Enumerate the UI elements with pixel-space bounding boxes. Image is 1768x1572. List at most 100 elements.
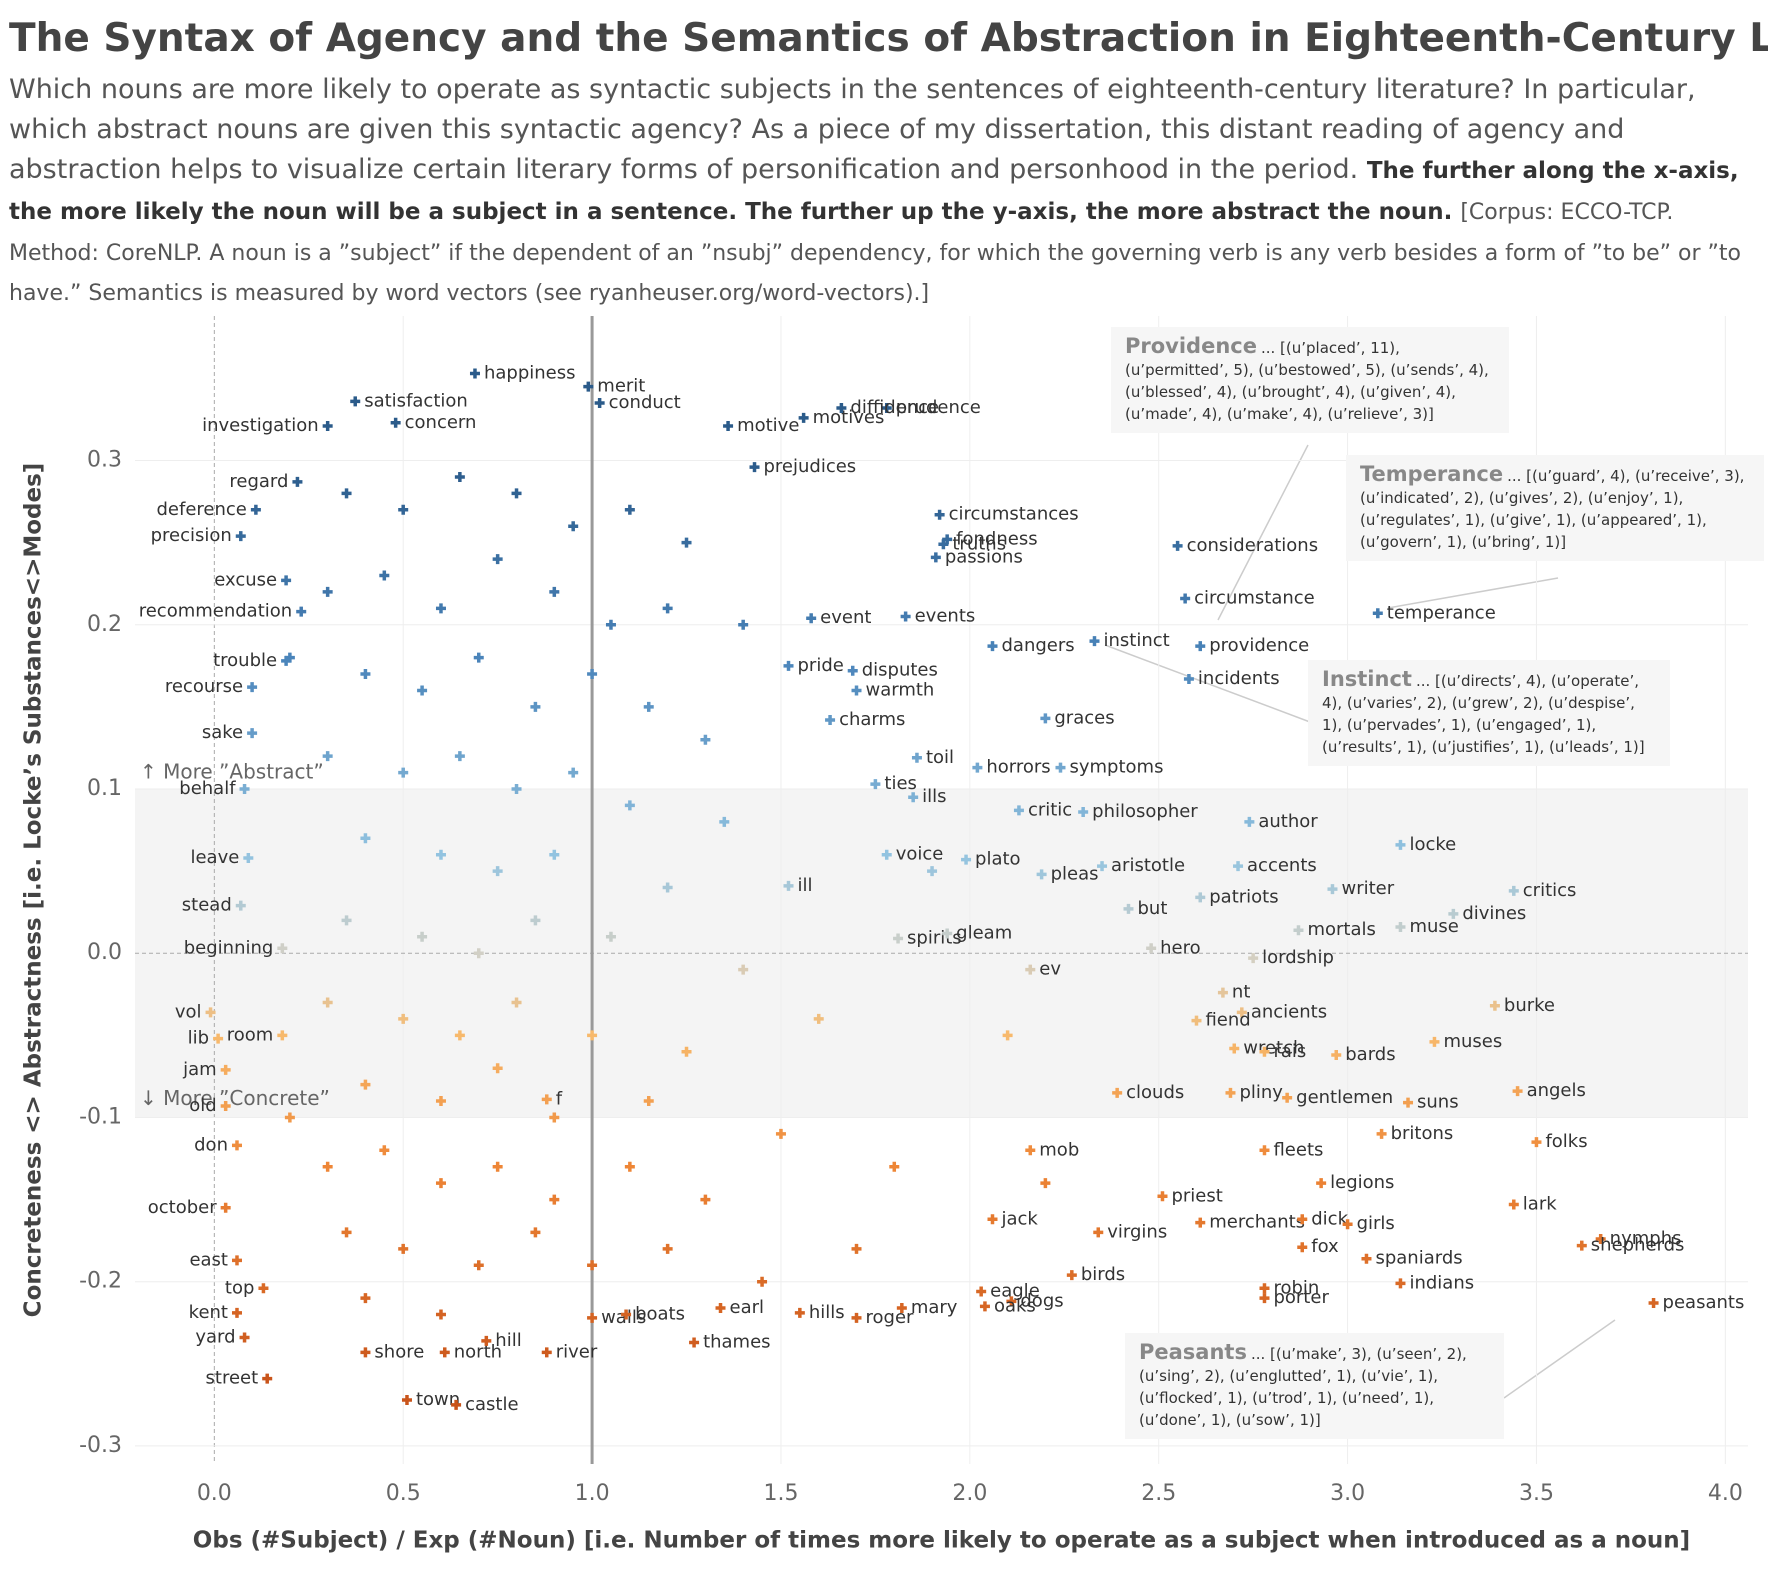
point-label: mortals bbox=[1307, 919, 1375, 940]
connector bbox=[1387, 577, 1559, 609]
point bbox=[1372, 608, 1383, 619]
point bbox=[213, 1033, 224, 1044]
point-label: providence bbox=[1209, 635, 1309, 656]
point-label: girls bbox=[1357, 1213, 1395, 1234]
point bbox=[1097, 861, 1108, 872]
point bbox=[1172, 540, 1183, 551]
point bbox=[398, 767, 409, 778]
point-label: peasants bbox=[1663, 1292, 1745, 1313]
point bbox=[231, 1140, 242, 1151]
point bbox=[473, 1260, 484, 1271]
point-label: walls bbox=[601, 1307, 646, 1328]
point bbox=[587, 1260, 598, 1271]
point-label: satisfaction bbox=[364, 390, 468, 411]
point-label: circumstances bbox=[949, 504, 1079, 525]
point-label: critics bbox=[1523, 880, 1577, 901]
point bbox=[889, 1161, 900, 1172]
point bbox=[1191, 1015, 1202, 1026]
point bbox=[1282, 1092, 1293, 1103]
point bbox=[1013, 805, 1024, 816]
point bbox=[511, 783, 522, 794]
connector bbox=[1503, 1319, 1616, 1399]
point bbox=[1244, 816, 1255, 827]
point bbox=[911, 752, 922, 763]
point-label: regard bbox=[229, 471, 288, 492]
y-tick-label: 0.3 bbox=[87, 448, 122, 473]
point bbox=[481, 1335, 492, 1346]
point-label: yard bbox=[195, 1327, 235, 1348]
annotation: Providence... [(u’placed’, 11), (u’permi… bbox=[1111, 327, 1509, 433]
point-label: recourse bbox=[165, 676, 243, 697]
point-label: north bbox=[454, 1341, 502, 1362]
point-label: accents bbox=[1247, 855, 1317, 876]
point bbox=[1229, 1043, 1240, 1054]
point bbox=[1376, 1128, 1387, 1139]
point bbox=[1217, 987, 1228, 998]
y-tick-label: 0.1 bbox=[87, 776, 122, 801]
point-label: ills bbox=[922, 786, 946, 807]
point bbox=[322, 751, 333, 762]
point-label: graces bbox=[1054, 707, 1114, 728]
description: Which nouns are more likely to operate a… bbox=[9, 70, 1759, 312]
point bbox=[530, 915, 541, 926]
point bbox=[322, 421, 333, 432]
point-label: diffidence bbox=[850, 397, 939, 418]
point bbox=[1316, 1178, 1327, 1189]
point bbox=[927, 866, 938, 877]
point bbox=[568, 521, 579, 532]
point bbox=[662, 882, 673, 893]
point-label: fleets bbox=[1273, 1139, 1323, 1160]
point bbox=[247, 728, 258, 739]
point bbox=[836, 402, 847, 413]
annotation-text: ... [(u’placed’, 11), (u’permitted’, 5),… bbox=[1125, 339, 1489, 423]
point bbox=[322, 1161, 333, 1172]
point-label: vol bbox=[175, 1001, 202, 1022]
point bbox=[1089, 636, 1100, 647]
point bbox=[530, 701, 541, 712]
point-label: october bbox=[148, 1197, 217, 1218]
point-label: shore bbox=[374, 1341, 424, 1362]
point bbox=[277, 1030, 288, 1041]
point bbox=[587, 1312, 598, 1323]
point bbox=[350, 396, 361, 407]
point-label: sake bbox=[202, 722, 243, 743]
point bbox=[643, 1096, 654, 1107]
point bbox=[723, 421, 734, 432]
point-label: precision bbox=[151, 525, 232, 546]
point bbox=[439, 1347, 450, 1358]
point-label: pride bbox=[798, 655, 844, 676]
point bbox=[435, 849, 446, 860]
point bbox=[1040, 1178, 1051, 1189]
point bbox=[700, 1194, 711, 1205]
point-label: truths bbox=[952, 533, 1006, 554]
point bbox=[1259, 1046, 1270, 1057]
point bbox=[851, 1243, 862, 1254]
title: The Syntax of Agency and the Semantics o… bbox=[9, 16, 1768, 61]
point-label: aristotle bbox=[1111, 855, 1185, 876]
point-label: prudence bbox=[896, 397, 981, 418]
point-label: bards bbox=[1345, 1044, 1395, 1065]
point-label: street bbox=[206, 1368, 259, 1389]
point bbox=[624, 504, 635, 515]
point-label: east bbox=[189, 1249, 228, 1270]
point bbox=[549, 1112, 560, 1123]
point bbox=[220, 1100, 231, 1111]
point bbox=[934, 509, 945, 520]
point bbox=[417, 685, 428, 696]
point bbox=[541, 1347, 552, 1358]
point-label: but bbox=[1137, 898, 1167, 919]
point-label: rais bbox=[1273, 1041, 1306, 1062]
point-label: shepherds bbox=[1591, 1235, 1685, 1256]
point bbox=[1512, 1086, 1523, 1097]
point-label: lordship bbox=[1262, 947, 1334, 968]
point bbox=[284, 1112, 295, 1123]
point-label: town bbox=[416, 1389, 460, 1410]
point bbox=[469, 368, 480, 379]
point bbox=[1195, 892, 1206, 903]
point-label: gleam bbox=[956, 923, 1012, 944]
point bbox=[942, 928, 953, 939]
point bbox=[341, 488, 352, 499]
point bbox=[360, 1079, 371, 1090]
connector bbox=[1104, 644, 1311, 723]
point bbox=[851, 1312, 862, 1323]
